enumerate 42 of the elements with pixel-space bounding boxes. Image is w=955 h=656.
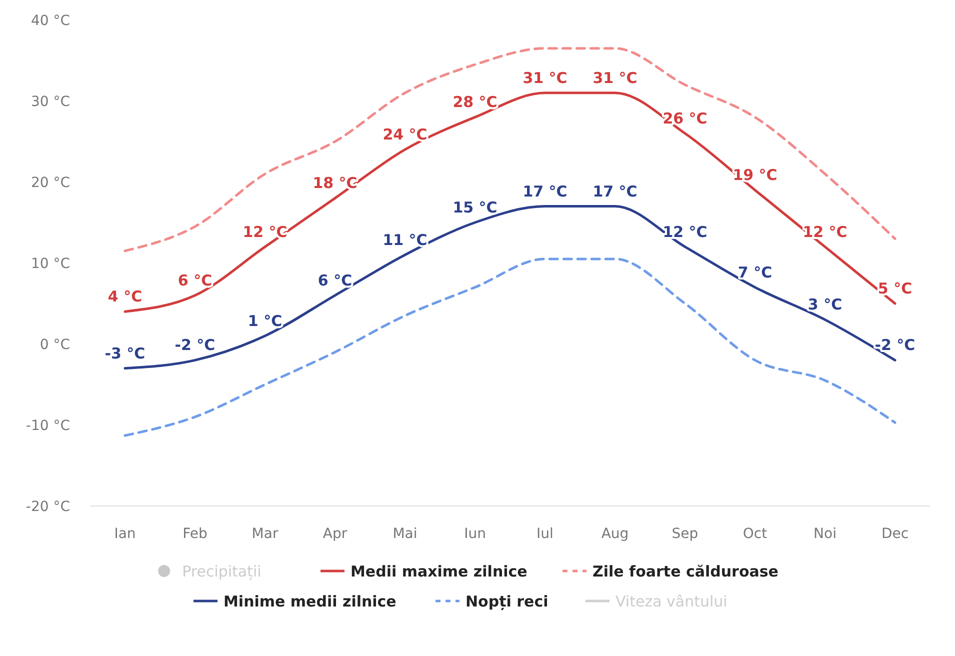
data-label: 6 °C (178, 271, 212, 290)
y-tick-label: 10 °C (30, 256, 70, 272)
x-tick-label: Iun (464, 526, 486, 542)
x-tick-label: Ian (114, 526, 136, 542)
data-label: 1 °C (248, 312, 282, 330)
data-label: 3 °C (808, 296, 842, 314)
line-series (124, 47, 896, 252)
data-label: 17 °C (522, 182, 568, 200)
x-tick-label: Noi (814, 526, 836, 542)
data-label: -3 °C (104, 344, 146, 362)
legend-label: Minime medii zilnice (224, 592, 396, 610)
data-label: 31 °C (522, 68, 568, 87)
x-tick-label: Mar (252, 526, 278, 542)
data-label: 7 °C (738, 263, 772, 282)
data-label: 11 °C (382, 230, 428, 249)
y-tick-label: 40 °C (30, 12, 70, 29)
x-tick-label: Mai (392, 526, 418, 542)
y-tick-label: 20 °C (30, 174, 70, 191)
data-label: -2 °C (874, 336, 916, 354)
y-tick-label: -10 °C (26, 418, 70, 434)
legend-label: Medii maxime zilnice (350, 562, 528, 580)
x-tick-label: Oct (742, 526, 768, 542)
y-tick-label: 0 °C (40, 336, 70, 353)
x-tick-label: Iul (536, 526, 554, 542)
x-tick-label: Feb (182, 526, 208, 542)
x-tick-label: Aug (601, 526, 629, 542)
x-tick-label: Dec (881, 526, 909, 542)
data-label: 4 °C (108, 288, 142, 306)
line-series (124, 258, 896, 437)
y-tick-label: 30 °C (30, 94, 70, 110)
line-series (124, 92, 896, 313)
y-tick-label: -20 °C (26, 498, 70, 515)
x-tick-label: Sep (672, 526, 698, 542)
legend-label: Nopți reci (466, 592, 548, 610)
data-label: 28 °C (452, 93, 498, 112)
legend-label: Zile foarte călduroase (592, 562, 778, 580)
data-label: 6 °C (318, 271, 352, 290)
data-label: 15 °C (452, 198, 498, 216)
x-tick-label: Apr (322, 526, 348, 542)
data-label: 17 °C (592, 182, 638, 200)
data-label: -2 °C (174, 336, 216, 354)
data-label: 31 °C (592, 68, 638, 87)
